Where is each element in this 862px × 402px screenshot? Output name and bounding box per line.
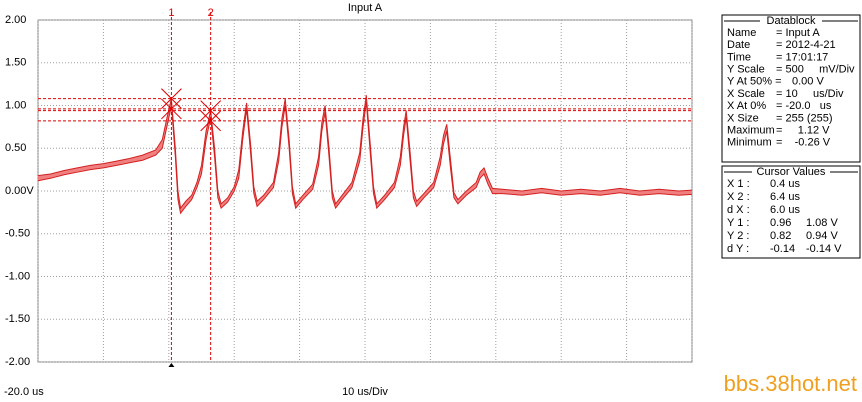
datablock-value: = -0.26 V	[776, 137, 831, 149]
datablock-label: X Size	[727, 112, 759, 124]
y-tick-label: -1.50	[5, 313, 30, 325]
cursor-row-label: Y 1 :	[727, 217, 749, 229]
datablock-label: X At 0%	[727, 100, 766, 112]
cursor-row-value: 0.82	[770, 230, 791, 242]
datablock-label: X Scale	[727, 88, 765, 100]
datablock-title: Datablock	[767, 15, 816, 27]
cursor-row-label: d Y :	[727, 243, 749, 255]
datablock-value: = 17:01:17	[776, 51, 828, 63]
datablock-value: 0.00 V	[792, 76, 824, 88]
datablock-label: Maximum	[727, 125, 775, 137]
cursor-row-label: X 1 :	[727, 178, 750, 190]
cursor-marker	[200, 100, 222, 121]
y-tick-label: 1.50	[5, 57, 26, 69]
datablock-value: = 1.12 V	[776, 125, 830, 137]
datablock-label: Time	[727, 51, 751, 63]
cursor-label: 2	[208, 7, 214, 19]
cursor-row-value: 0.4 us	[770, 178, 800, 190]
cursor-row-value: -0.14 V	[806, 243, 842, 255]
watermark: bbs.38hot.net	[724, 371, 857, 396]
cursor-row-label: d X :	[727, 204, 750, 216]
datablock-label: Y At 50% =	[727, 76, 782, 88]
cursor-row-value: 1.08 V	[806, 217, 838, 229]
cursor-row-value: -0.14	[770, 243, 795, 255]
datablock-value: = 2012-4-21	[776, 39, 836, 51]
cursor-row-label: Y 2 :	[727, 230, 749, 242]
datablock-panel	[721, 14, 861, 163]
cursor-title: Cursor Values	[757, 166, 826, 178]
datablock-value: = 10 us/Div	[776, 88, 844, 100]
x-axis-label: 10 us/Div	[342, 386, 388, 398]
datablock-label: Name	[727, 27, 756, 39]
datablock-label: Minimum	[727, 137, 772, 149]
datablock-label: Date	[727, 39, 750, 51]
cursor-panel	[721, 165, 861, 259]
datablock-value: = Input A	[776, 27, 820, 39]
cursor-row-value: 0.96	[770, 217, 791, 229]
cursor-marker	[200, 110, 222, 132]
cursor-row-label: X 2 :	[727, 191, 750, 203]
datablock-value: = 255 (255)	[776, 112, 833, 124]
y-tick-label: -2.00	[5, 356, 30, 368]
y-tick-label: 0.50	[5, 142, 26, 154]
chart-title: Input A	[348, 2, 383, 14]
x-tick-label: -20.0 us	[4, 386, 44, 398]
y-tick-label: 1.00	[5, 99, 26, 111]
datablock-label: Y Scale	[727, 64, 765, 76]
cursor-marker	[161, 88, 182, 110]
y-tick-label: -0.50	[5, 228, 30, 240]
cursor-row-value: 0.94 V	[806, 230, 838, 242]
datablock-value: = -20.0 us	[776, 100, 832, 112]
y-tick-label: 2.00	[5, 14, 26, 26]
y-tick-label: -1.00	[5, 270, 30, 282]
cursor-label: 1	[168, 7, 174, 19]
cursor-marker	[161, 98, 182, 120]
trace	[37, 102, 693, 215]
cursor-row-value: 6.0 us	[770, 204, 800, 216]
cursor-row-value: 6.4 us	[770, 191, 800, 203]
trace	[37, 95, 693, 210]
datablock-value: = 500 mV/Div	[776, 64, 855, 76]
y-tick-label: 0.00V	[5, 185, 34, 197]
cursor-pointer	[168, 363, 175, 367]
